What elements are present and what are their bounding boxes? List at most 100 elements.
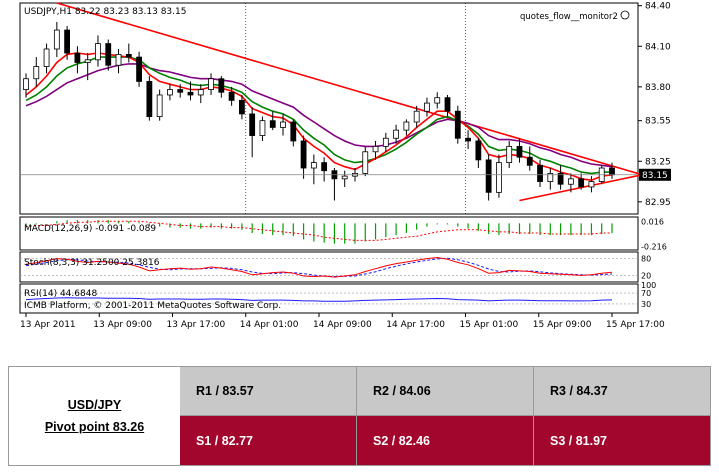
candle-body: [187, 91, 194, 96]
candle-body: [496, 162, 502, 193]
candle-body: [465, 137, 471, 142]
candle-body: [105, 43, 112, 66]
candle-body: [269, 120, 276, 128]
x-tick-label: 14 Apr 01:00: [240, 320, 299, 330]
stoch-main-line: [25, 256, 613, 278]
macd-signal-line: [25, 220, 612, 241]
forex-chart: 84.40 84.10 83.80 83.55 83.25 82.95 83.15 USD…: [19, 1, 672, 330]
candle-body: [146, 81, 153, 118]
candle-body: [33, 66, 40, 80]
symbol-header: USDJPY,H1 83.22 83.23 83.13 83.15: [24, 7, 186, 17]
ma-slow-line: [25, 63, 613, 168]
y-tick-label: 84.10: [645, 42, 671, 52]
candle-body: [115, 53, 122, 66]
candle-body: [74, 52, 81, 63]
copyright-text: ICMB Platform, © 2001-2011 MetaQuotes So…: [24, 301, 281, 311]
smiley-icon: [620, 10, 630, 20]
rsi-line: [25, 297, 613, 302]
candle-body: [454, 110, 461, 139]
candle-body: [341, 175, 348, 180]
candle-body: [537, 164, 543, 182]
candle-body: [588, 181, 595, 188]
candle-body: [382, 137, 389, 147]
candle-body: [197, 89, 204, 96]
resistance-r3: R3 / 84.37: [534, 367, 710, 416]
candle-body: [218, 78, 225, 93]
macd-tick-label: -0.216: [641, 242, 667, 251]
stoch-label: Stoch(8,3,3) 31.2500 25.3816: [24, 258, 160, 268]
support-s2: S2 / 82.46: [357, 416, 534, 465]
candle-body: [290, 121, 297, 142]
candle-body: [372, 145, 379, 153]
rsi-tick-label: 70: [641, 289, 651, 298]
candle-body: [413, 110, 420, 123]
x-tick-label: 13 Apr 09:00: [93, 320, 152, 330]
y-tick-label: 82.95: [645, 198, 671, 208]
macd-tick-label: 0.016: [641, 218, 664, 227]
y-tick-label: 83.55: [645, 117, 671, 127]
candle-body: [53, 29, 60, 50]
candle-body: [136, 56, 142, 82]
candle-body: [84, 59, 91, 63]
candle-body: [167, 89, 173, 96]
y-tick-label: 83.80: [645, 83, 671, 93]
candle-body: [567, 178, 574, 185]
candle-body: [578, 178, 585, 188]
x-tick-label: 14 Apr 17:00: [386, 320, 445, 330]
pivot-table: USD/JPY Pivot point 83.26 R1 / 83.57 R2 …: [8, 366, 711, 466]
candle-body: [300, 140, 307, 169]
stoch-tick-label: 20: [641, 271, 651, 280]
candle-body: [362, 151, 369, 174]
y-tick-label: 83.25: [645, 157, 671, 167]
candle-body: [516, 145, 523, 158]
candle-body: [249, 113, 256, 136]
candle-body: [156, 94, 163, 118]
x-tick-label: 13 Apr 2011: [20, 320, 76, 330]
macd-label: MACD(12,26,9) -0.091 -0.089: [24, 224, 156, 234]
support-s1: S1 / 82.77: [180, 416, 357, 465]
candle-body: [208, 78, 214, 90]
candle-body: [259, 120, 266, 136]
support-s3: S3 / 81.97: [534, 416, 710, 465]
candle-body: [321, 162, 328, 172]
pivot-point: Pivot point 83.26: [44, 420, 145, 434]
x-tick-label: 14 Apr 09:00: [313, 320, 372, 330]
candle-body: [557, 173, 564, 185]
candle-body: [393, 129, 400, 139]
x-tick-label: 15 Apr 01:00: [460, 320, 519, 330]
candle-body: [125, 53, 132, 58]
candle-body: [64, 29, 71, 54]
candle-body: [424, 102, 430, 112]
rsi-label: RSI(14) 44.6848: [24, 289, 97, 299]
candle-body: [526, 156, 533, 166]
candle-body: [43, 48, 50, 67]
pivot-summary: USD/JPY Pivot point 83.26: [9, 367, 181, 465]
candle-body: [238, 99, 245, 115]
current-price-box: [639, 168, 671, 181]
macd-panel: [19, 216, 639, 251]
candle-body: [444, 97, 451, 112]
price-panel: [19, 2, 639, 215]
candle-body: [485, 159, 492, 193]
candle-body: [403, 121, 410, 131]
current-price-label: 83.15: [642, 171, 668, 181]
candle-body: [609, 167, 615, 176]
candle-body: [280, 121, 286, 128]
candle-body: [475, 140, 482, 161]
candle-body: [95, 43, 101, 61]
ma-fast-line: [25, 52, 613, 182]
candle-body: [177, 89, 184, 93]
x-tick-label: 15 Apr 17:00: [606, 320, 665, 330]
trend-line: [56, 2, 643, 176]
candle-body: [547, 173, 554, 182]
rsi-tick-label: 100: [641, 281, 656, 290]
candle-body: [23, 78, 29, 90]
resistance-r1: R1 / 83.57: [180, 367, 357, 416]
rsi-tick-label: 30: [641, 300, 651, 309]
x-tick-label: 13 Apr 17:00: [167, 320, 226, 330]
resistance-r2: R2 / 84.06: [357, 367, 534, 416]
candle-body: [228, 91, 235, 101]
candle-body: [434, 97, 441, 104]
currency-pair: USD/JPY: [67, 398, 122, 412]
indicator-name: quotes_flow__monitor2: [520, 12, 618, 22]
